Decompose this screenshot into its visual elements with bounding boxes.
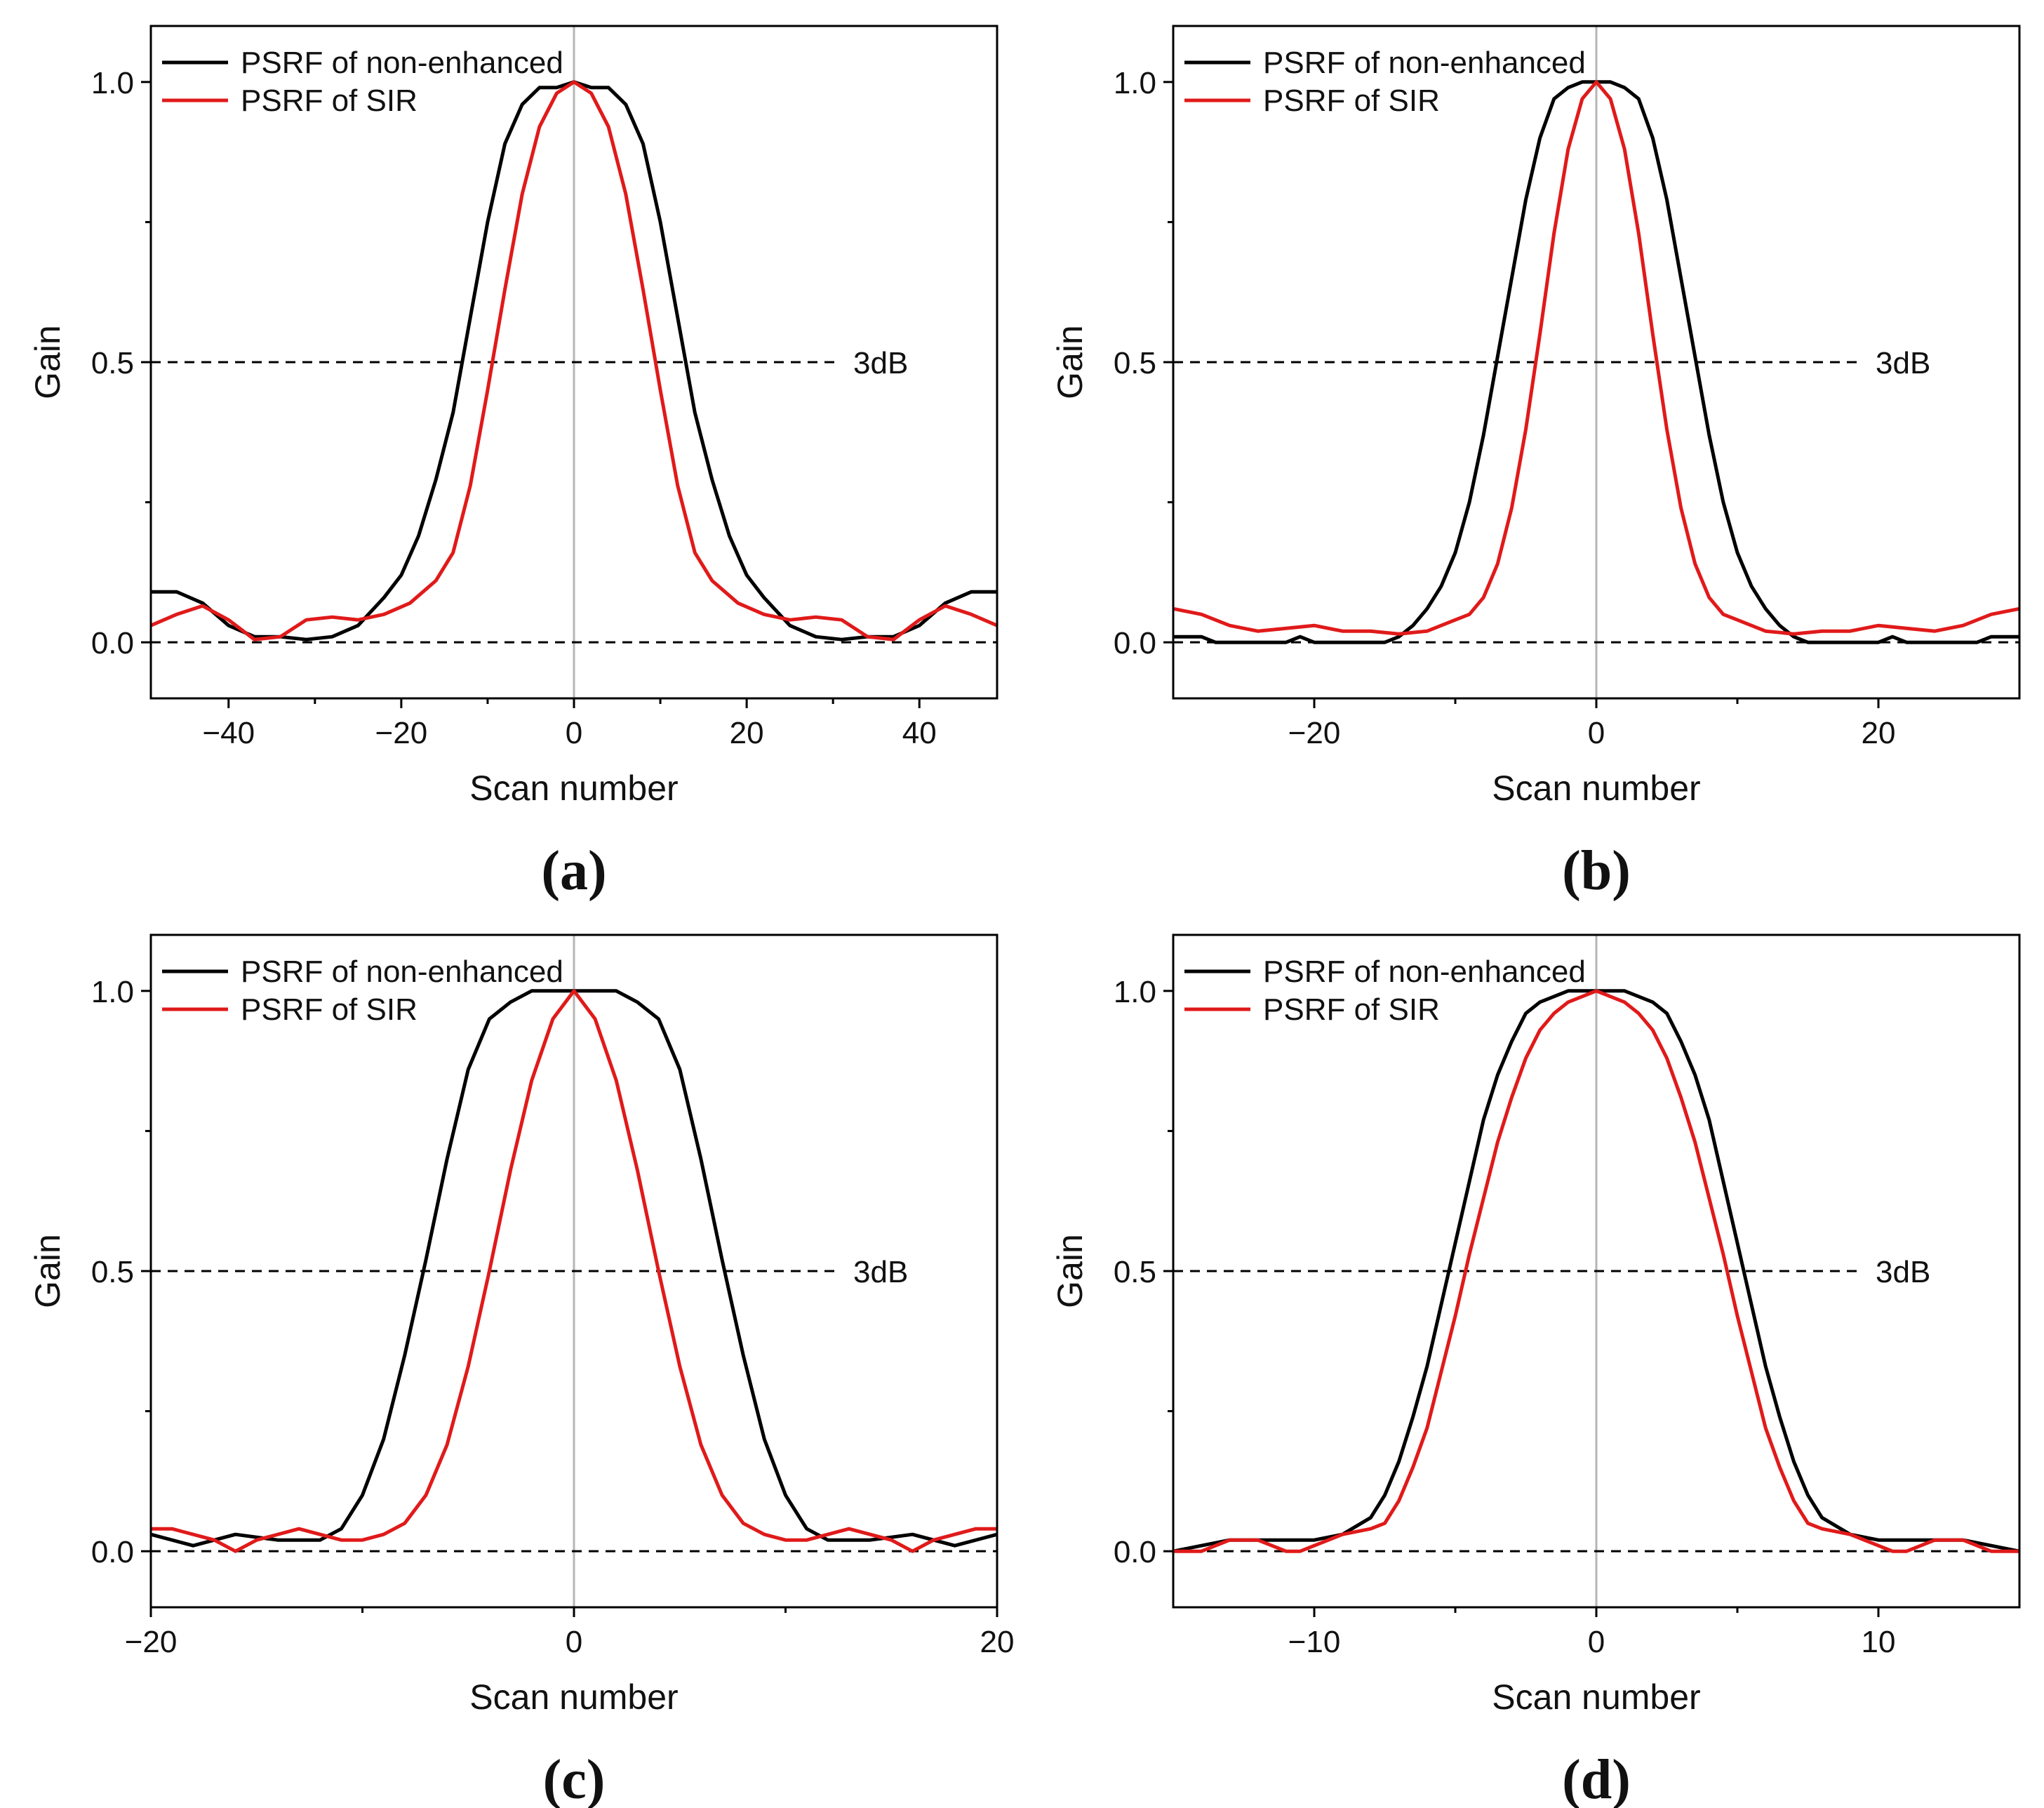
y-tick-label: 0.5: [91, 346, 134, 380]
panel-label-open: (: [541, 840, 560, 902]
y-tick-label: 0.0: [91, 626, 134, 660]
y-tick-label: 1.0: [91, 975, 134, 1009]
y-tick-label: 1.0: [91, 66, 134, 100]
x-tick-label: 0: [566, 716, 582, 750]
panel-label-open: (: [1562, 840, 1581, 902]
panel-label-letter: c: [561, 1749, 587, 1808]
legend-label: PSRF of non-enhanced: [1263, 46, 1586, 80]
legend-label: PSRF of non-enhanced: [241, 46, 563, 80]
y-axis-title: Gain: [1050, 1234, 1090, 1308]
panel-d: 3dB −10 0 10 0.0 0.5 1.0 Scan number Gain PSRF of…: [1050, 933, 2021, 1808]
y-tick-label: 0.5: [91, 1255, 134, 1289]
y-tick-label: 1.0: [1114, 66, 1156, 100]
panel-label-close: ): [587, 1749, 606, 1808]
series-line-sir: [1173, 80, 2020, 636]
x-tick-label: 0: [1588, 1625, 1605, 1659]
panel-label: (c): [543, 1749, 606, 1808]
series-line-sir: [150, 80, 998, 642]
3db-annotation: 3dB: [853, 346, 908, 380]
panel-label-close: ): [1612, 840, 1631, 902]
x-axis-title: Scan number: [1492, 1677, 1700, 1717]
x-axis-title: Scan number: [1492, 769, 1700, 808]
panel-label: (d): [1562, 1749, 1631, 1808]
x-tick-label: 0: [566, 1625, 582, 1659]
panel-label-letter: b: [1581, 840, 1612, 902]
y-axis-title: Gain: [28, 325, 67, 399]
x-tick-label: −20: [375, 716, 428, 750]
panel-label: (b): [1562, 840, 1631, 902]
x-tick-label: 40: [902, 716, 937, 750]
x-tick-label: −20: [1288, 716, 1341, 750]
y-tick-label: 0.0: [1114, 626, 1156, 660]
3db-annotation: 3dB: [1876, 346, 1930, 380]
panel-b: 3dB −20 0 20 0.0 0.5 1.0 Scan number Gain PSRF of…: [1050, 25, 2021, 902]
x-tick-label: 10: [1862, 1625, 1896, 1659]
legend-label: PSRF of SIR: [1263, 992, 1440, 1027]
x-tick-label: −20: [125, 1625, 178, 1659]
legend-label: PSRF of non-enhanced: [241, 955, 563, 989]
panel-label-letter: d: [1581, 1749, 1612, 1808]
y-tick-label: 1.0: [1114, 975, 1156, 1009]
3db-annotation: 3dB: [1876, 1255, 1930, 1289]
x-axis-title: Scan number: [469, 1677, 678, 1717]
panel-label-letter: a: [560, 840, 588, 902]
panel-label-open: (: [1562, 1749, 1581, 1808]
y-tick-label: 0.0: [91, 1535, 134, 1569]
x-axis-title: Scan number: [469, 769, 678, 808]
y-tick-label: 0.0: [1114, 1535, 1156, 1569]
panel-a: 3dB −40 −20 0 20 40 0.0 0.5 1.0 Scan number Gain PS…: [28, 25, 998, 902]
legend-label: PSRF of SIR: [1263, 84, 1440, 118]
legend-label: PSRF of SIR: [241, 84, 418, 118]
panel-label-close: ): [588, 840, 607, 902]
panel-label-close: ): [1612, 1749, 1631, 1808]
panel-c: 3dB −20 0 20 0.0 0.5 1.0 Scan number Gain PSRF of…: [28, 933, 1015, 1808]
x-tick-label: −10: [1288, 1625, 1341, 1659]
y-axis-title: Gain: [28, 1234, 67, 1308]
y-tick-label: 0.5: [1114, 1255, 1156, 1289]
x-tick-label: 0: [1588, 716, 1605, 750]
series-line-sir: [1173, 989, 2019, 1553]
series-line-sir: [151, 989, 997, 1553]
y-axis-title: Gain: [1050, 325, 1090, 399]
legend-label: PSRF of SIR: [241, 992, 418, 1027]
y-tick-label: 0.5: [1114, 346, 1156, 380]
panel-label: (a): [541, 840, 606, 902]
panel-label-open: (: [543, 1749, 562, 1808]
x-tick-label: −40: [202, 716, 255, 750]
legend-label: PSRF of non-enhanced: [1263, 955, 1586, 989]
3db-annotation: 3dB: [853, 1255, 908, 1289]
x-tick-label: 20: [1862, 716, 1896, 750]
x-tick-label: 20: [730, 716, 764, 750]
x-tick-label: 20: [980, 1625, 1015, 1659]
